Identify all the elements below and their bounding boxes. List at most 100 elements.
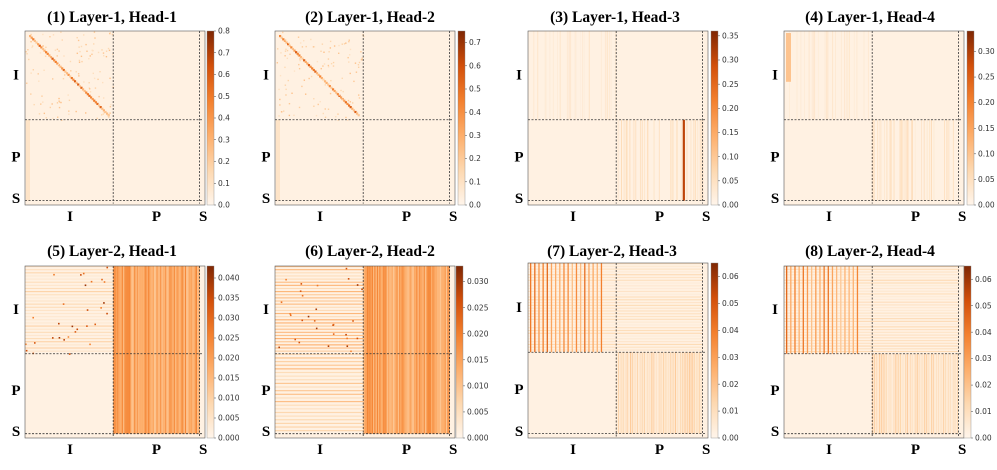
- column-stripe: [925, 353, 927, 434]
- row-stripe: [25, 347, 114, 349]
- column-stripe: [672, 119, 674, 201]
- diagonal-cell: [282, 38, 285, 41]
- y-axis-label: I: [772, 302, 778, 318]
- colorbar-tick-label: 0.6: [469, 61, 481, 70]
- row-stripe: [784, 348, 959, 350]
- column-stripe: [385, 266, 387, 434]
- scatter-cell: [78, 61, 81, 63]
- colorbar-tick-label: 0.5: [469, 85, 481, 94]
- column-stripe: [930, 353, 933, 434]
- p-column-strip: [26, 119, 30, 201]
- scatter-cell: [26, 82, 28, 84]
- diagonal-cell: [339, 96, 343, 99]
- diagonal-cell: [107, 114, 110, 117]
- column-stripe: [856, 31, 858, 120]
- hot-cell: [289, 314, 292, 317]
- row-stripe: [528, 268, 703, 270]
- column-stripe: [549, 31, 551, 120]
- scatter-cell: [51, 103, 53, 105]
- diagonal-cell: [41, 47, 45, 51]
- column-stripe: [669, 352, 671, 434]
- colorbar-tick-label: 0.06: [975, 275, 992, 284]
- column-stripe: [796, 31, 798, 120]
- hot-cell: [106, 312, 108, 315]
- diagonal-cell: [354, 110, 357, 114]
- colorbar-tick-label: 0.00: [975, 434, 992, 443]
- column-stripe: [844, 31, 845, 120]
- column-stripe: [371, 266, 374, 434]
- diagonal-cell: [352, 109, 355, 112]
- hot-cell: [76, 328, 79, 331]
- x-axis-label: S: [449, 209, 457, 225]
- row-stripe: [25, 294, 114, 296]
- column-stripe: [635, 119, 637, 201]
- colorbar-tick-label: 0.030: [218, 314, 240, 323]
- scatter-cell: [93, 43, 95, 45]
- scatter-cell: [345, 116, 347, 119]
- column-stripe: [417, 266, 420, 434]
- x-axis-label: I: [570, 209, 576, 225]
- scatter-cell: [335, 116, 337, 118]
- column-stripe: [826, 31, 828, 120]
- column-stripe: [588, 31, 590, 120]
- diagonal-cell: [343, 99, 346, 102]
- diagonal-cell: [86, 93, 89, 96]
- colorbar-tick-label: 0.02: [975, 381, 992, 390]
- diagonal-cell: [89, 96, 93, 99]
- x-axis-label: S: [449, 442, 457, 458]
- column-stripe: [168, 266, 171, 434]
- scatter-cell: [360, 58, 363, 61]
- column-stripe: [893, 119, 895, 201]
- x-axis-label: I: [67, 442, 73, 458]
- scatter-cell: [92, 72, 94, 75]
- scatter-cell: [360, 51, 362, 53]
- colorbar-tick-label: 0.30: [722, 56, 739, 65]
- column-stripe: [619, 352, 621, 434]
- scatter-cell: [348, 40, 350, 43]
- scatter-cell: [85, 43, 87, 46]
- scatter-cell: [81, 60, 83, 63]
- column-stripe: [422, 266, 424, 434]
- colorbar-tick-label: 0.015: [218, 374, 240, 383]
- y-axis-label: I: [516, 300, 522, 316]
- scatter-cell: [105, 55, 108, 58]
- row-stripe: [528, 302, 703, 304]
- column-stripe: [153, 266, 156, 434]
- column-stripe: [831, 266, 834, 354]
- column-stripe: [161, 266, 163, 434]
- colorbar-tick-label: 0.01: [722, 407, 739, 416]
- diagonal-cell: [347, 104, 351, 107]
- row-stripe: [784, 298, 959, 300]
- column-stripe: [400, 266, 402, 434]
- column-stripe: [696, 119, 698, 201]
- diagonal-cell: [287, 43, 290, 46]
- diagonal-cell: [309, 65, 312, 68]
- column-stripe: [437, 266, 439, 434]
- heatmap-panel-2: (2) Layer-1, Head-2 I P S I P S 0.0 0.1 0.2 0.3 0.4…: [261, 9, 481, 225]
- scatter-cell: [76, 36, 78, 39]
- row-stripe: [275, 303, 364, 305]
- column-stripe: [178, 266, 181, 434]
- column-stripe: [882, 353, 884, 434]
- x-axis-label: I: [570, 442, 576, 458]
- hot-cell: [33, 342, 36, 344]
- column-stripe: [397, 266, 400, 434]
- column-stripe: [884, 353, 886, 434]
- column-stripe: [906, 119, 908, 201]
- row-stripe: [528, 335, 703, 337]
- colorbar-tick-label: 0.00: [978, 201, 995, 210]
- row-stripe: [528, 327, 703, 329]
- scatter-cell: [288, 102, 291, 105]
- scatter-cell: [101, 81, 104, 84]
- y-axis-label: P: [11, 149, 20, 165]
- scatter-cell: [310, 38, 312, 41]
- scatter-cell: [88, 87, 91, 89]
- x-axis-label: I: [67, 209, 73, 225]
- scatter-cell: [299, 58, 301, 60]
- column-stripe: [439, 266, 442, 434]
- row-stripe: [784, 342, 959, 344]
- y-axis-label: P: [770, 149, 779, 165]
- diagonal-cell: [72, 78, 75, 81]
- scatter-cell: [68, 110, 70, 112]
- diagonal-cell: [37, 43, 40, 46]
